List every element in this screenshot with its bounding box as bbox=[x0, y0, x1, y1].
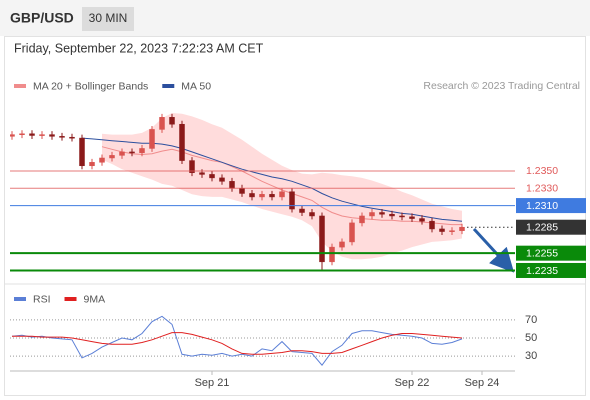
price-level-label: 1.2235 bbox=[526, 265, 558, 277]
legend-swatch bbox=[14, 297, 26, 301]
candle-body bbox=[169, 117, 175, 125]
candle-body bbox=[119, 151, 125, 156]
legend-swatch bbox=[162, 84, 175, 88]
price-level-label: 1.2330 bbox=[526, 183, 558, 195]
price-level-label: 1.2285 bbox=[526, 221, 558, 233]
price-panel bbox=[10, 113, 465, 271]
candle-body bbox=[129, 151, 135, 154]
candle-body bbox=[99, 157, 105, 163]
candle-body bbox=[139, 148, 145, 154]
candle-body bbox=[179, 123, 185, 161]
x-tick-label: Sep 21 bbox=[195, 377, 230, 389]
legend-label: 9MA bbox=[84, 293, 106, 305]
candle-body bbox=[319, 215, 325, 263]
candle-body bbox=[429, 220, 435, 230]
candle-body bbox=[10, 134, 15, 137]
candle-body bbox=[369, 212, 375, 217]
candle-body bbox=[259, 194, 265, 198]
candle-body bbox=[79, 137, 85, 167]
symbol: GBP/USD bbox=[10, 10, 74, 26]
candle-body bbox=[39, 134, 45, 136]
price-level-tag bbox=[516, 262, 586, 278]
candle-body bbox=[349, 222, 355, 243]
legend-label: MA 20 + Bollinger Bands bbox=[33, 80, 148, 92]
candle-body bbox=[19, 133, 25, 135]
x-tick-label: Sep 24 bbox=[465, 377, 500, 389]
candle-body bbox=[379, 212, 385, 215]
candle-body bbox=[359, 215, 365, 224]
candle-body bbox=[219, 177, 225, 182]
candle-body bbox=[69, 136, 75, 139]
credit: Research © 2023 Trading Central bbox=[423, 80, 580, 92]
candle-body bbox=[459, 226, 465, 231]
candle-body bbox=[239, 188, 245, 194]
forecast-arrow bbox=[472, 227, 515, 273]
candle-body bbox=[89, 162, 95, 167]
legend-label: MA 50 bbox=[181, 80, 211, 92]
price-level-label: 1.2310 bbox=[526, 200, 558, 212]
frame bbox=[4, 36, 586, 396]
candle-body bbox=[409, 216, 415, 219]
y-tick-label: 30 bbox=[525, 350, 537, 362]
indicator-line bbox=[11, 315, 463, 367]
candle-body bbox=[329, 246, 335, 263]
candle-body bbox=[149, 129, 155, 149]
x-tick-label: Sep 22 bbox=[395, 377, 430, 389]
price-level-label: 1.2350 bbox=[526, 165, 558, 177]
candle-body bbox=[449, 230, 455, 232]
price-level-tag bbox=[516, 245, 586, 261]
candle-body bbox=[309, 212, 315, 217]
legend-swatch bbox=[14, 84, 26, 88]
candle-body bbox=[159, 117, 165, 130]
price-level-tag bbox=[516, 198, 586, 214]
candle-body bbox=[399, 215, 405, 218]
candle-body bbox=[59, 136, 65, 138]
bollinger-band bbox=[102, 113, 462, 260]
y-tick-label: 50 bbox=[525, 332, 537, 344]
candle-body bbox=[189, 160, 195, 173]
candle-body bbox=[269, 194, 275, 198]
timestamp: Friday, September 22, 2023 7:22:23 AM CE… bbox=[14, 41, 264, 55]
candle-body bbox=[199, 172, 205, 175]
candle-body bbox=[299, 208, 305, 213]
candle-body bbox=[439, 228, 445, 232]
legend-swatch bbox=[64, 297, 77, 301]
candle-body bbox=[249, 193, 255, 198]
moving-average bbox=[81, 137, 463, 222]
candle-body bbox=[389, 213, 395, 217]
legend-label: RSI bbox=[33, 293, 51, 305]
candle-body bbox=[229, 181, 235, 189]
y-tick-label: 70 bbox=[525, 314, 537, 326]
candle-body bbox=[29, 133, 35, 136]
indicator-line bbox=[12, 332, 463, 355]
price-level-label: 1.2255 bbox=[526, 247, 558, 259]
candle-body bbox=[279, 191, 285, 198]
interval[interactable]: 30 MIN bbox=[89, 11, 128, 25]
price-level-tag bbox=[516, 219, 586, 235]
candle-body bbox=[49, 134, 55, 137]
interval-button[interactable] bbox=[82, 7, 134, 31]
candle-body bbox=[209, 174, 215, 179]
candle-body bbox=[339, 241, 345, 248]
candle-body bbox=[419, 218, 425, 222]
candle-body bbox=[109, 155, 115, 159]
candle-body bbox=[289, 191, 295, 210]
